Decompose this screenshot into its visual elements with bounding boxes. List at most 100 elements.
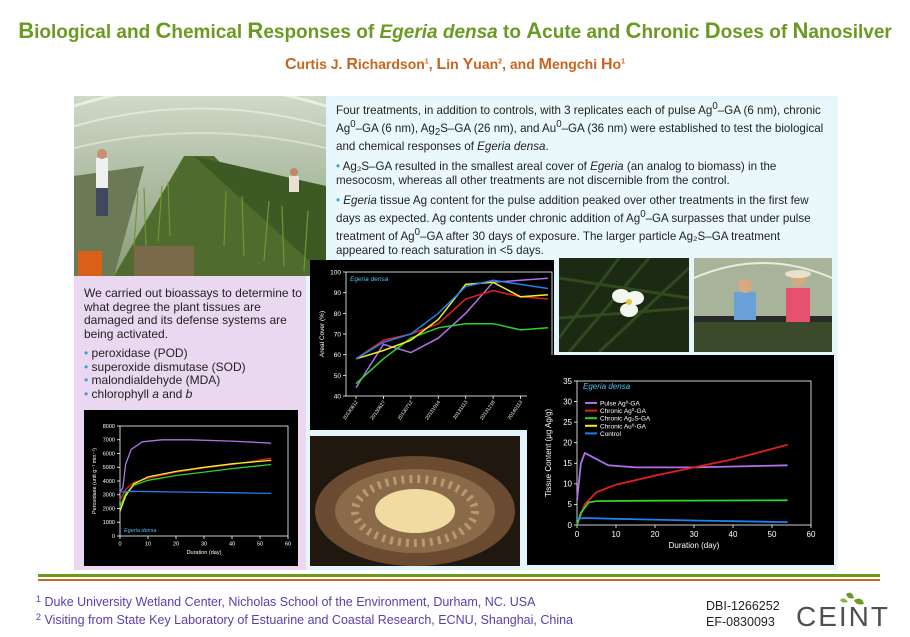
leaf-icon: [846, 592, 854, 599]
series-line: [119, 457, 272, 501]
x-tick-label: 20130627: [369, 400, 387, 422]
title-initial: B: [18, 18, 35, 43]
author-name: Mengchi Ho1: [538, 56, 626, 73]
series-line: [119, 439, 272, 493]
bioassay-item: • peroxidase (POD): [84, 346, 188, 360]
y-tick-label: 35: [563, 377, 572, 386]
series-line: [119, 459, 272, 512]
y-tick-label: 30: [563, 397, 572, 406]
summary-text: Four treatments, in addition to controls…: [336, 100, 832, 260]
author-name: Curtis J. Richardson1: [284, 56, 429, 73]
x-tick-label: 10: [612, 530, 621, 539]
author-separator: ,: [428, 56, 437, 72]
y-tick-label: 90: [334, 290, 342, 297]
title-text: anosilver: [808, 22, 892, 43]
title-initial: A: [526, 18, 543, 43]
title-text: oses of: [720, 22, 793, 43]
bioassay-intro: We carried out bioassays to determine to…: [84, 286, 302, 341]
logo-text: CEINT: [796, 601, 890, 632]
grant-number: EF-0830093: [706, 615, 775, 629]
title-text: iological and: [34, 22, 156, 43]
footer-rule: [38, 574, 880, 577]
y-tick-label: 3000: [103, 493, 115, 499]
y-tick-label: 25: [563, 418, 572, 427]
summary-bullet-2: • Egeria tissue Ag content for the pulse…: [336, 194, 811, 257]
x-tick-label: 20: [173, 542, 179, 548]
footnote-2: 2 Visiting from State Key Laboratory of …: [36, 612, 574, 627]
series-line: [576, 443, 788, 526]
x-tick-label: 20131113: [452, 400, 469, 421]
y-axis-label: Peroxidase (unit g⁻¹ min⁻¹): [92, 448, 98, 514]
x-axis-label: Duration (day): [669, 541, 720, 550]
y-tick-label: 8000: [103, 424, 115, 430]
title-initial: N: [792, 18, 809, 43]
chart-title: Egeria densa: [583, 382, 631, 391]
y-tick-label: 6000: [103, 451, 115, 457]
x-tick-label: 50: [768, 530, 777, 539]
title-text: cute and: [542, 22, 626, 43]
x-tick-label: 20140113: [507, 400, 525, 422]
peroxidase-chart: 0 1000 2000 3000 4000 5000 6000 7000 8000 0 10 20 30…: [84, 410, 298, 566]
grant-numbers: DBI-1266252 EF-0830093: [706, 598, 780, 630]
series-line: [355, 281, 549, 360]
x-tick-label: 0: [118, 542, 121, 548]
mesocosm-photo: [310, 436, 520, 566]
y-tick-label: 20: [563, 439, 572, 448]
x-tick-label: 20131014: [424, 400, 442, 422]
y-tick-label: 15: [563, 459, 572, 468]
series-line: [119, 490, 272, 495]
chart-title: Egeria densa: [350, 276, 389, 283]
ceint-logo: CEINT: [796, 592, 890, 632]
bioassay-item: • chlorophyll a and b: [84, 386, 193, 401]
y-tick-label: 4000: [103, 479, 115, 485]
x-tick-label: 20130712: [397, 400, 415, 422]
y-tick-label: 100: [330, 270, 341, 277]
bioassay-text: We carried out bioassays to determine to…: [84, 286, 302, 401]
plot-area: [345, 271, 553, 397]
summary-intro: Four treatments, in addition to controls…: [336, 101, 824, 154]
series-line: [576, 451, 788, 501]
y-tick-label: 7000: [103, 438, 115, 444]
series-line: [355, 279, 549, 360]
egeria-flower-photo: [559, 258, 689, 352]
greenhouse-photo: [74, 96, 326, 276]
author-separator: , and: [502, 56, 539, 72]
y-tick-label: 2000: [103, 506, 115, 512]
x-tick-label: 30: [201, 542, 207, 548]
legend-label: Control: [600, 431, 622, 438]
areal-cover-chart: 40 50 60 70 80 90 100 20130612 20130627 20130712 2…: [310, 260, 554, 430]
title-text: esponses of: [263, 22, 380, 43]
x-axis-label: Duration (day): [187, 550, 222, 556]
legend-label: Chronic Ag₂S-GA: [600, 416, 651, 423]
title-species: Egeria densa: [379, 22, 498, 43]
x-tick-label: 40: [729, 530, 738, 539]
x-tick-label: 40: [229, 542, 235, 548]
series-line: [576, 499, 788, 526]
bioassay-item: • superoxide dismutase (SOD): [84, 359, 246, 374]
summary-bullet-1: • Ag₂S–GA resulted in the smallest areal…: [336, 160, 777, 188]
y-tick-label: 5: [568, 500, 573, 509]
author-list: Curtis J. Richardson1, Lin Yuan2, and Me…: [0, 56, 910, 74]
y-axis-label: Tissue Content (μg Ag/g): [544, 408, 553, 497]
y-axis-label: Areal Cover (%): [319, 311, 326, 357]
y-tick-label: 60: [334, 352, 342, 359]
series-line: [576, 517, 788, 523]
footnote-1: 1 Duke University Wetland Center, Nichol…: [36, 594, 536, 609]
footer-rule: [38, 579, 880, 581]
series-line: [355, 289, 549, 360]
title-text: to: [497, 22, 527, 43]
x-tick-label: 50: [257, 542, 263, 548]
y-tick-label: 0: [112, 534, 115, 540]
y-tick-label: 10: [563, 480, 572, 489]
title-initial: C: [625, 18, 642, 43]
y-tick-label: 70: [334, 332, 342, 339]
y-tick-label: 40: [334, 394, 342, 401]
series-line: [355, 322, 549, 385]
chart-title: Egeria densa: [124, 528, 156, 534]
title-text: hronic: [641, 22, 705, 43]
poster-title: Biological and Chemical Responses of Ege…: [0, 18, 910, 44]
y-tick-label: 50: [334, 373, 342, 380]
legend-label: Pulse Ag⁰-GA: [600, 400, 640, 408]
x-tick-label: 10: [145, 542, 151, 548]
x-tick-label: 20130612: [342, 400, 360, 422]
